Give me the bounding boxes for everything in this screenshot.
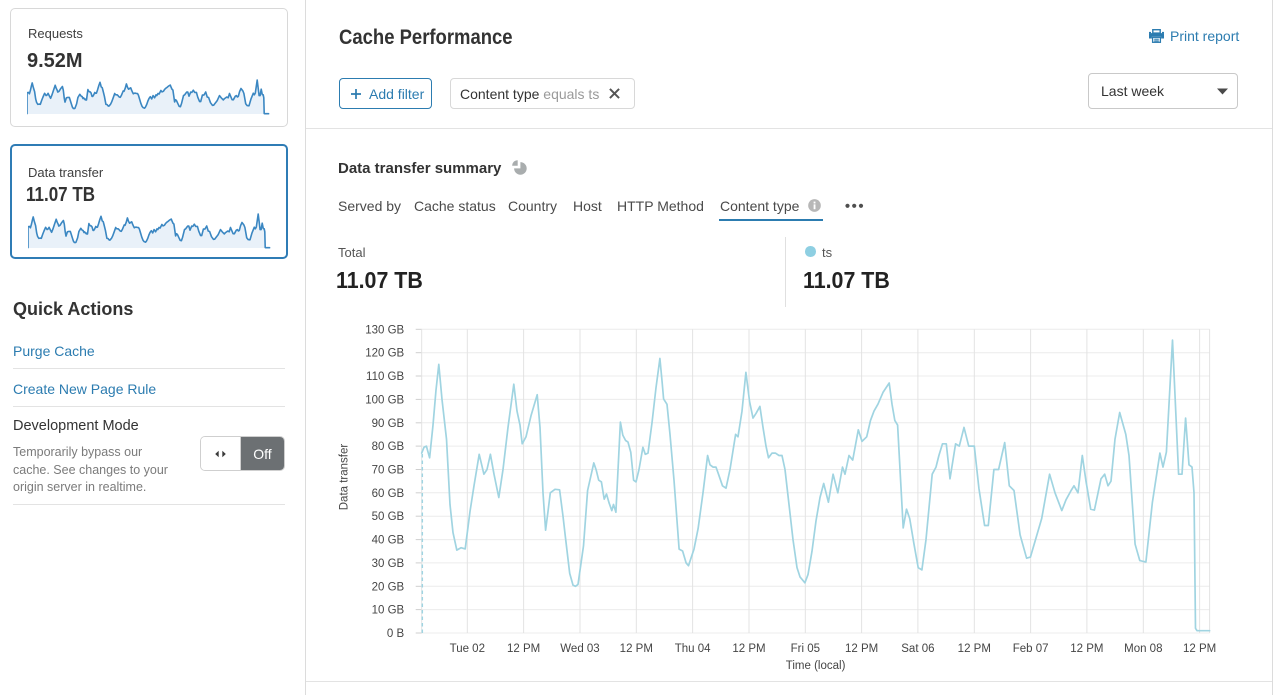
svg-text:20 GB: 20 GB <box>372 581 405 593</box>
svg-text:0 B: 0 B <box>387 628 405 640</box>
svg-text:30 GB: 30 GB <box>372 558 405 570</box>
svg-text:60 GB: 60 GB <box>372 488 405 500</box>
svg-text:Tue 02: Tue 02 <box>450 643 485 655</box>
svg-text:12 PM: 12 PM <box>507 643 540 655</box>
svg-text:Mon 08: Mon 08 <box>1124 643 1162 655</box>
svg-text:12 PM: 12 PM <box>1183 643 1216 655</box>
svg-text:12 PM: 12 PM <box>620 643 653 655</box>
svg-text:Sat 06: Sat 06 <box>901 643 934 655</box>
svg-text:Time (local): Time (local) <box>786 660 846 672</box>
svg-text:50 GB: 50 GB <box>372 511 405 523</box>
svg-text:100 GB: 100 GB <box>365 394 404 406</box>
svg-text:10 GB: 10 GB <box>372 605 405 617</box>
svg-text:80 GB: 80 GB <box>372 441 405 453</box>
svg-text:Data transfer: Data transfer <box>339 444 351 511</box>
svg-text:12 PM: 12 PM <box>958 643 991 655</box>
svg-text:12 PM: 12 PM <box>845 643 878 655</box>
svg-text:90 GB: 90 GB <box>372 418 405 430</box>
svg-text:Fri 05: Fri 05 <box>791 643 820 655</box>
svg-text:Thu 04: Thu 04 <box>675 643 711 655</box>
svg-text:130 GB: 130 GB <box>365 324 404 336</box>
svg-text:70 GB: 70 GB <box>372 465 405 477</box>
svg-text:110 GB: 110 GB <box>366 371 404 383</box>
svg-text:Wed 03: Wed 03 <box>560 643 599 655</box>
svg-text:Feb 07: Feb 07 <box>1013 643 1049 655</box>
svg-text:12 PM: 12 PM <box>1070 643 1103 655</box>
svg-text:12 PM: 12 PM <box>732 643 765 655</box>
svg-text:120 GB: 120 GB <box>365 348 404 360</box>
svg-text:40 GB: 40 GB <box>372 535 405 547</box>
